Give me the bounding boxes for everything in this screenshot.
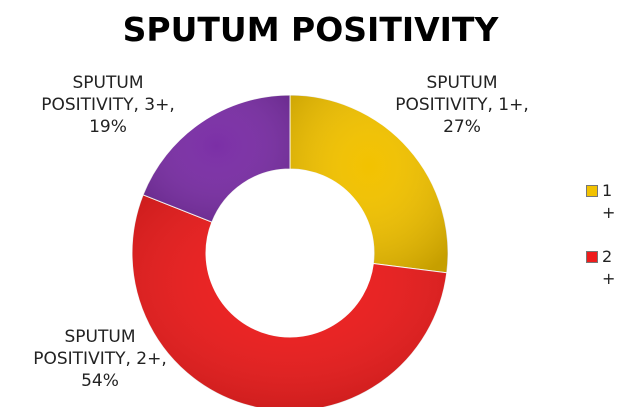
data-label-3plus-line1: SPUTUM [72, 73, 144, 93]
legend-entry-2plus: 2+ [586, 246, 620, 290]
data-label-2plus-line2: POSITIVITY, 2+, [33, 349, 167, 369]
data-label-3plus: SPUTUM POSITIVITY, 3+, 19% [8, 72, 208, 138]
legend-swatch-2plus [586, 251, 598, 263]
donut-slice-shade-2plus [132, 194, 447, 407]
data-label-3plus-line2: POSITIVITY, 3+, [41, 95, 175, 115]
donut-slice-shade-1plus [290, 95, 448, 273]
legend-text-1plus: 1+ [602, 181, 616, 222]
legend-text-2plus: 2+ [602, 247, 616, 288]
legend-entry-1plus: 1+ [586, 180, 620, 224]
data-label-1plus-line3: 27% [443, 117, 481, 137]
data-label-1plus: SPUTUM POSITIVITY, 1+, 27% [372, 72, 552, 138]
data-label-2plus: SPUTUM POSITIVITY, 2+, 54% [0, 326, 200, 392]
data-label-1plus-line1: SPUTUM [426, 73, 498, 93]
legend-swatch-1plus [586, 185, 598, 197]
data-label-1plus-line2: POSITIVITY, 1+, [395, 95, 529, 115]
chart-title: SPUTUM POSITIVITY [122, 10, 499, 49]
donut-slice-shade-3plus [143, 95, 290, 223]
data-label-2plus-line1: SPUTUM [64, 327, 136, 347]
data-label-3plus-line3: 19% [89, 117, 127, 137]
data-label-2plus-line3: 54% [81, 371, 119, 391]
